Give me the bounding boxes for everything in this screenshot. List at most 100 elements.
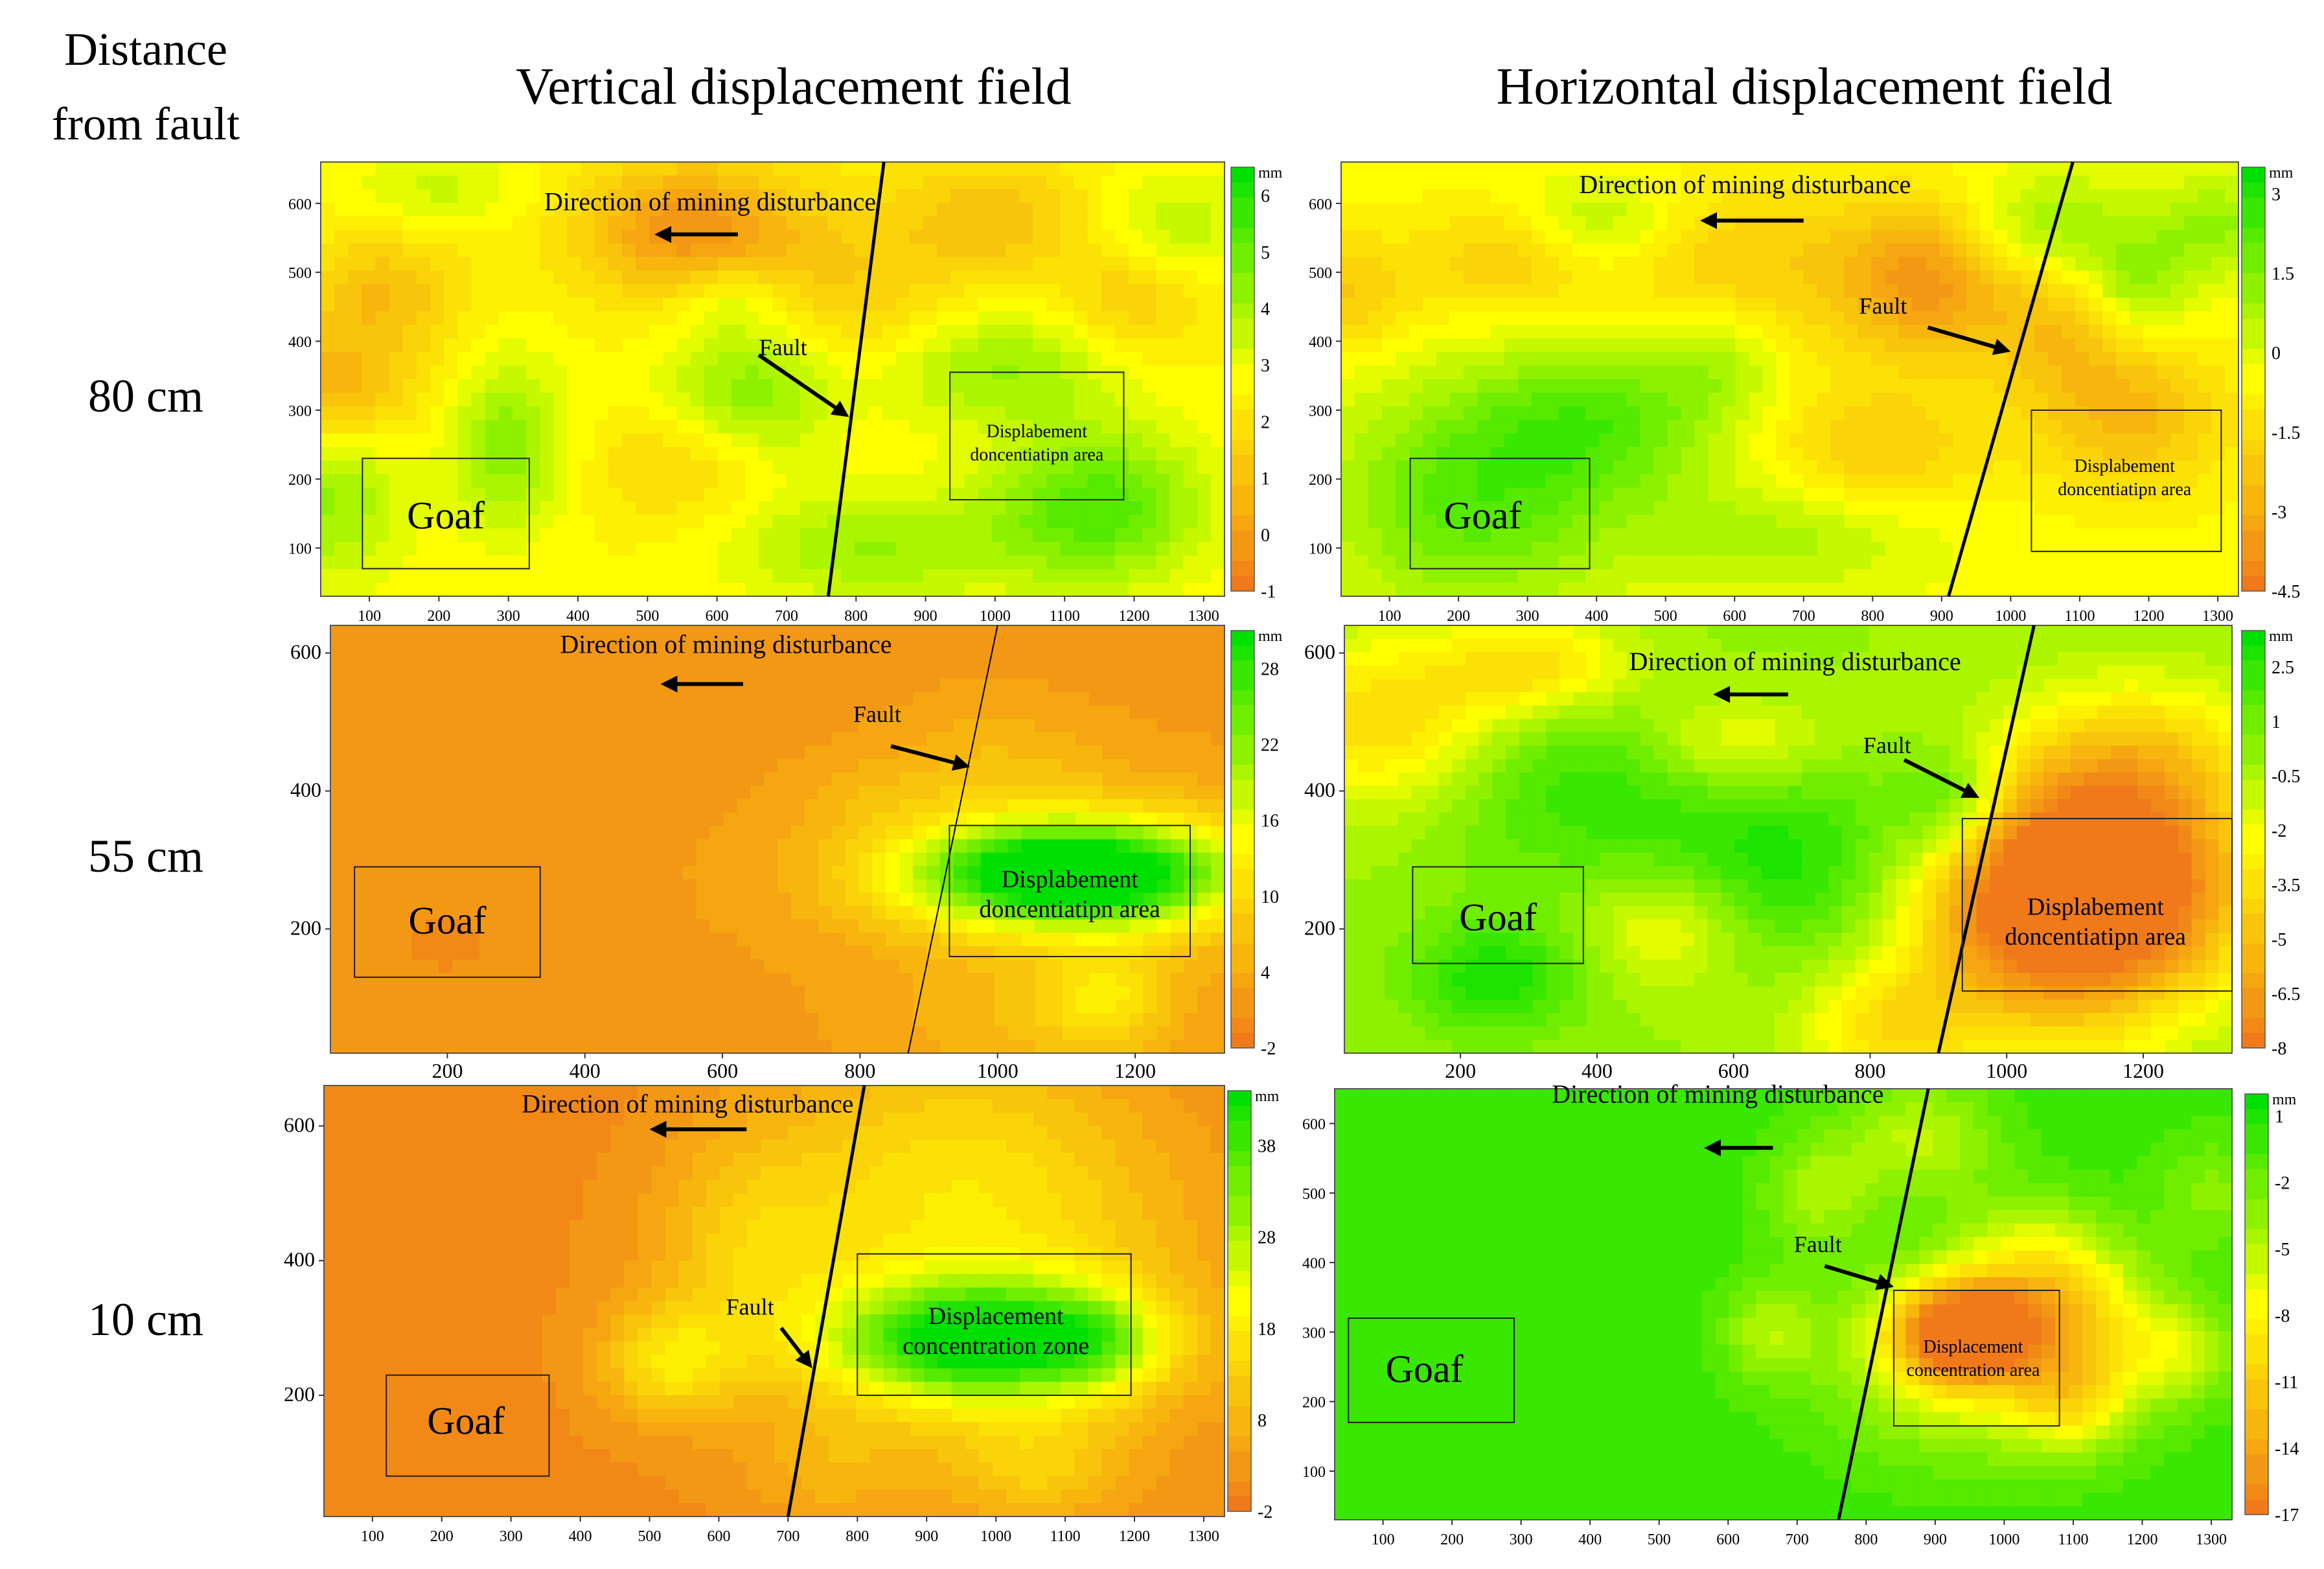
colorbar-band (1231, 258, 1254, 274)
x-tick-label: 500 (638, 1528, 662, 1545)
x-tick-label: 1200 (1114, 1059, 1156, 1082)
colorbar-tick-label: 2 (1261, 412, 1270, 432)
fault-line (1947, 161, 2075, 597)
y-tick-label: 400 (284, 1248, 315, 1271)
x-tick-label: 1100 (2064, 608, 2095, 625)
colorbar-band (1228, 1271, 1251, 1286)
colorbar-band (1231, 660, 1254, 676)
colorbar-tick-label: 22 (1261, 736, 1279, 756)
colorbar-band (1231, 333, 1254, 349)
row-label-80cm: 80 cm (88, 370, 203, 422)
goaf-label: Goaf (427, 1400, 505, 1443)
colorbar-frame (2244, 1093, 2269, 1515)
colorbar-band (1231, 303, 1254, 320)
x-tick-label: 1000 (1988, 1531, 2019, 1548)
colorbar-band (1231, 869, 1254, 885)
colorbar-unit: mm (1258, 165, 1283, 181)
x-tick-label: 1000 (1995, 608, 2026, 625)
x-tick-label: 900 (915, 1528, 938, 1545)
colorbar-band (1231, 424, 1254, 441)
colorbar-band (2242, 631, 2265, 646)
heatmap-field (1341, 162, 2239, 597)
colorbar-band (1228, 1135, 1251, 1152)
colorbar-band (1231, 364, 1254, 380)
colorbar-frame (1227, 1090, 1252, 1512)
colorbar-band (2245, 1168, 2268, 1185)
colorbar-band (1231, 959, 1254, 974)
colorbar-band (2242, 869, 2265, 885)
fault-arrow (890, 744, 954, 765)
zone-label: Displabement (2074, 456, 2175, 476)
zone-label: doncentiatipn area (2005, 923, 2186, 950)
colorbar-band (2242, 1033, 2265, 1049)
x-tick-label: 1200 (1119, 1528, 1150, 1545)
fault-arrow (1824, 1264, 1878, 1284)
colorbar-band (2242, 333, 2265, 349)
colorbar-band (2242, 530, 2265, 546)
panels-layer: 100 200 300 400 500 600 700 800 900 1000 1100 1200 1… (284, 161, 2300, 1548)
colorbar-band (2242, 795, 2265, 810)
y-tick-label: 200 (1304, 916, 1335, 939)
colorbar-band (1231, 545, 1254, 561)
colorbar-band (1231, 705, 1254, 721)
x-tick-label: 1100 (2058, 1531, 2088, 1548)
x-tick-label: 800 (846, 1528, 869, 1545)
colorbar-tick-label: -0.5 (2272, 767, 2300, 787)
y-tick-label: 400 (1309, 334, 1332, 351)
colorbar-tick-label: 1 (2272, 712, 2281, 732)
colorbar-band (2242, 839, 2265, 855)
colorbar-unit: mm (2272, 1091, 2297, 1108)
fault-label: Fault (726, 1294, 774, 1319)
panel-3: 200 400 600 800 1000 1200 200 400 600 mm 2.5 1 -0.5 -… (1304, 625, 2300, 1082)
row-header-line1: Distance (64, 23, 227, 75)
colorbar-band (2242, 944, 2265, 959)
colorbar-band (2242, 213, 2265, 229)
colorbar-band (2242, 765, 2265, 780)
x-tick-label: 1300 (1188, 608, 1219, 625)
colorbar-band (1228, 1406, 1251, 1422)
colorbar-band (1228, 1496, 1251, 1512)
colorbar-band (2242, 303, 2265, 320)
colorbar-band (2242, 470, 2265, 486)
colorbar-tick-label: 5 (1261, 243, 1270, 263)
panel-4: 100 200 300 400 500 600 700 800 900 1000 1100 1200 1… (284, 1085, 1280, 1545)
x-tick-label: 200 (430, 1528, 454, 1545)
goaf-label: Goaf (407, 494, 485, 537)
colorbar-band (2245, 1499, 2268, 1515)
colorbar-tick-label: -2 (2272, 821, 2286, 841)
col-header-horizontal: Horizontal displacement field (1497, 58, 2113, 115)
colorbar-tick-label: -11 (2275, 1373, 2298, 1393)
zone-box (2031, 409, 2222, 552)
zone-label: doncentiatipn area (970, 445, 1104, 465)
colorbar-band (1231, 288, 1254, 304)
fault-label: Fault (1794, 1231, 1842, 1257)
colorbar-band (2242, 273, 2265, 289)
colorbar-band (2242, 854, 2265, 870)
x-tick-label: 600 (1718, 1059, 1749, 1082)
panel-5: 100 200 300 400 500 600 700 800 900 1000 1100 1200 1… (1302, 1079, 2299, 1548)
colorbar-band (2245, 1229, 2268, 1245)
colorbar-band (1231, 839, 1254, 855)
colorbar-band (1228, 1196, 1251, 1212)
y-tick-label: 400 (290, 778, 321, 801)
colorbar-frame (2241, 630, 2266, 1049)
colorbar-band (1231, 500, 1254, 516)
colorbar-tick-label: -2 (2275, 1174, 2290, 1194)
colorbar-band (1231, 929, 1254, 944)
mining-direction-arrow-head (654, 226, 672, 243)
mining-direction-arrow-head (1700, 212, 1717, 229)
row-label-55cm: 55 cm (88, 830, 203, 882)
colorbar-tick-label: 28 (1261, 660, 1279, 680)
colorbar-band (1231, 720, 1254, 736)
colorbar-band (2242, 258, 2265, 274)
y-tick-label: 500 (1309, 265, 1332, 282)
colorbar-unit: mm (2269, 628, 2294, 645)
colorbar-band (2242, 197, 2265, 213)
fault-line (786, 1085, 866, 1517)
heatmap-field (321, 162, 1225, 597)
colorbar-band (1231, 485, 1254, 501)
colorbar-band (1231, 227, 1254, 244)
panel-2: 200 400 600 800 1000 1200 200 400 600 mm 28 22 16 10 4… (290, 625, 1283, 1082)
colorbar-band (2242, 485, 2265, 501)
